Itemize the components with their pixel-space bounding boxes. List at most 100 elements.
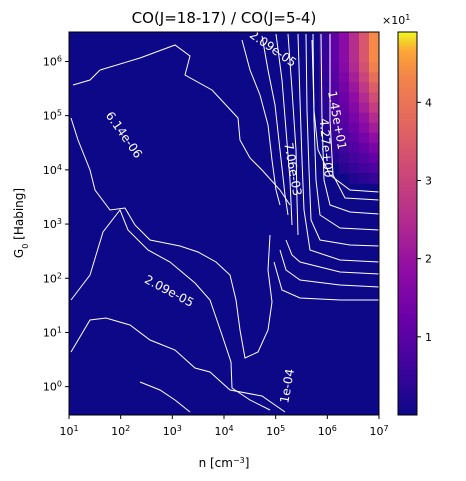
heatmap-cell — [369, 62, 379, 73]
heatmap-cell — [369, 163, 379, 174]
x-tick-label: 105 — [266, 424, 285, 439]
heatmap-cell — [359, 62, 370, 73]
x-tick-exp: 1 — [73, 424, 78, 433]
colorbar-multiplier: ×101 — [382, 13, 410, 28]
heatmap-cell — [349, 82, 360, 94]
heatmap-cell — [359, 92, 370, 104]
heatmap-cell — [349, 142, 360, 154]
heatmap-cell — [339, 72, 350, 83]
x-axis-label-main: n [cm — [199, 456, 233, 470]
x-tick-base: 10 — [163, 425, 177, 438]
x-axis-label-sup: −3 — [233, 456, 245, 465]
heatmap-cell — [339, 52, 350, 63]
contour-line — [329, 34, 379, 201]
heatmap-cell — [349, 42, 360, 53]
y-tick-base: 10 — [43, 381, 57, 394]
colorbar-ticks: 1 2 3 4 — [417, 96, 432, 344]
y-tick-base: 10 — [43, 164, 57, 177]
y-tick-exp: 0 — [57, 379, 62, 388]
contour-line — [311, 39, 379, 193]
x-tick-exp: 2 — [125, 424, 130, 433]
x-axis-label-close: ] — [245, 456, 250, 470]
heatmap-cell — [339, 32, 350, 43]
x-axis-ticks: 101 102 103 104 105 106 107 — [59, 415, 389, 439]
heatmap-cell — [349, 102, 360, 114]
heatmap-cell — [349, 92, 360, 104]
heatmap-cell — [369, 132, 379, 144]
contour-line — [273, 261, 379, 301]
y-tick-label: 105 — [43, 108, 62, 123]
heatmap-cell — [329, 112, 340, 124]
heatmap-cell — [359, 163, 370, 174]
contour-label: 4.27e+00 — [317, 118, 336, 178]
heatmap-cell — [359, 72, 370, 83]
heatmap-cell — [339, 102, 350, 114]
y-tick-base: 10 — [43, 55, 57, 68]
x-tick-exp: 7 — [383, 424, 388, 433]
x-tick-label: 101 — [59, 424, 78, 439]
x-tick-base: 10 — [369, 425, 383, 438]
y-tick-label: 100 — [43, 379, 62, 394]
heatmap-cell — [349, 112, 360, 124]
heatmap-cell — [319, 112, 330, 124]
heatmap-cell — [329, 32, 340, 43]
heatmap-cell — [349, 152, 360, 164]
contour-line — [275, 33, 293, 226]
heatmap-cell — [349, 132, 360, 144]
contour-line — [70, 209, 271, 411]
heatmap-cell — [339, 42, 350, 53]
contour-line — [72, 69, 101, 86]
heatmap-cell — [369, 173, 379, 184]
heatmap-cell — [369, 92, 379, 104]
heatmap-cell — [349, 122, 360, 134]
y-tick-exp: 2 — [57, 271, 62, 280]
contour-line — [285, 239, 379, 275]
x-tick-exp: 5 — [280, 424, 285, 433]
heatmap-cell — [359, 52, 370, 63]
heatmap-cell — [339, 132, 350, 144]
heatmap-cell — [319, 72, 330, 83]
heatmap-cell — [329, 142, 340, 154]
x-tick-exp: 4 — [228, 424, 233, 433]
heatmap-cell — [319, 52, 330, 63]
x-tick-exp: 6 — [332, 424, 337, 433]
x-tick-base: 10 — [318, 425, 332, 438]
heatmap-cell — [369, 82, 379, 94]
contour-line — [287, 33, 299, 236]
heatmap-cell — [339, 92, 350, 104]
heatmap-cell — [359, 112, 370, 124]
contour-line — [297, 33, 379, 263]
heatmap-cell — [329, 82, 340, 94]
heatmap-cell — [359, 173, 370, 184]
heatmap-cell — [339, 122, 350, 134]
heatmap-cell — [329, 122, 340, 134]
heatmap-cell — [369, 72, 379, 83]
contour-lines — [70, 33, 379, 413]
heatmap-cell — [359, 142, 370, 154]
heatmap-cell — [319, 102, 330, 114]
heatmap-cell — [329, 92, 340, 104]
heatmap-cell — [369, 42, 379, 53]
heatmap-cell — [369, 122, 379, 134]
x-tick-base: 10 — [214, 425, 228, 438]
heatmap-cell — [369, 32, 379, 43]
y-tick-label: 106 — [43, 54, 62, 69]
heatmap-cell — [329, 72, 340, 83]
heatmap-cell — [339, 62, 350, 73]
heatmap-cell — [329, 102, 340, 114]
heatmap-cell — [359, 42, 370, 53]
y-tick-base: 10 — [43, 272, 57, 285]
y-tick-exp: 4 — [57, 162, 62, 171]
x-tick-base: 10 — [59, 425, 73, 438]
x-tick-label: 107 — [369, 424, 388, 439]
contour-line — [241, 39, 281, 206]
heatmap-cell — [349, 72, 360, 83]
colorbar-tick-label: 2 — [425, 253, 432, 266]
heatmap-cell — [319, 82, 330, 94]
y-tick-label: 101 — [43, 325, 62, 340]
contour-line — [261, 35, 289, 216]
heatmap-cell — [329, 42, 340, 53]
heatmap-cell — [359, 102, 370, 114]
